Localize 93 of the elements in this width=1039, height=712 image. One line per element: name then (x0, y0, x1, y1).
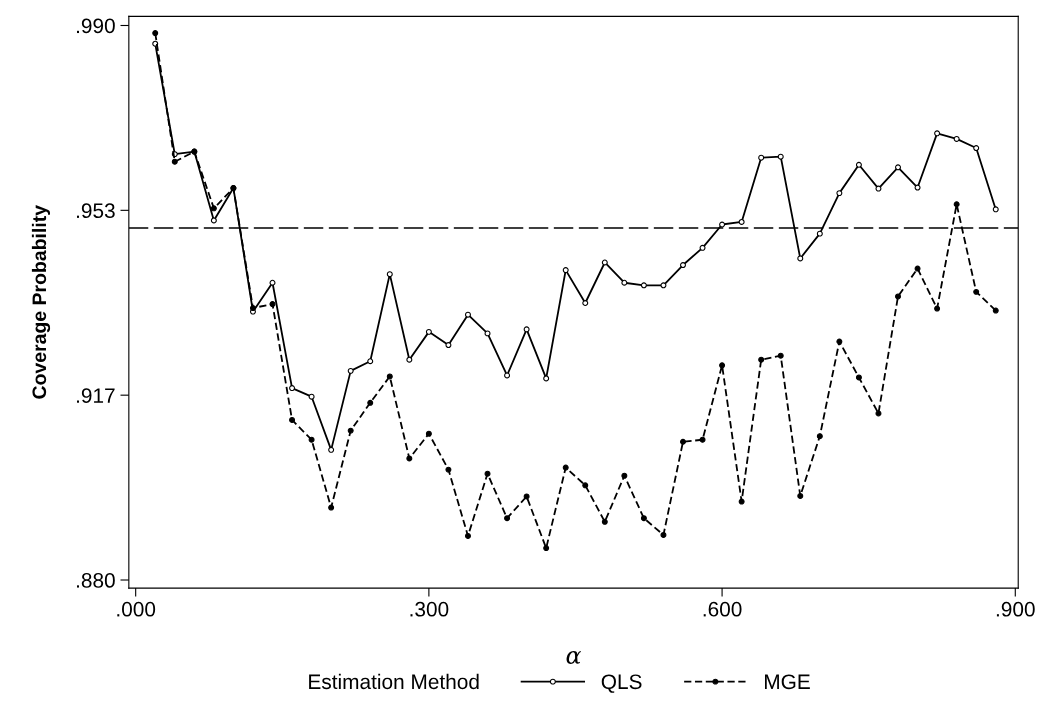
point (797, 492, 804, 499)
point (543, 545, 550, 552)
point (719, 221, 726, 228)
point (601, 259, 608, 266)
point (328, 504, 335, 511)
point (758, 154, 765, 161)
point (152, 30, 159, 37)
point (484, 330, 491, 337)
point (875, 410, 882, 417)
point (308, 436, 315, 443)
point (680, 438, 686, 445)
point (367, 358, 374, 365)
point (504, 372, 511, 379)
point (210, 205, 217, 212)
point (895, 293, 901, 300)
y-axis-title: Coverage Probability (31, 205, 51, 399)
point (992, 307, 999, 314)
y-tick-label: .880 (77, 573, 115, 588)
point (367, 399, 374, 406)
point (855, 161, 862, 168)
point (953, 201, 960, 208)
point (738, 218, 745, 225)
point (621, 279, 628, 286)
point (289, 385, 296, 392)
x-tick-label: .600 (703, 601, 742, 617)
legend-label: MGE (765, 674, 810, 690)
point (601, 518, 608, 525)
legend-title: Estimation Method (309, 673, 479, 690)
point (797, 255, 804, 262)
point (855, 374, 862, 381)
point (269, 279, 276, 286)
point (406, 356, 413, 363)
point (816, 433, 823, 440)
point (445, 342, 452, 349)
point (425, 328, 432, 335)
point (582, 482, 589, 489)
point (680, 262, 686, 269)
point (425, 430, 432, 437)
point (934, 130, 941, 137)
point (914, 265, 921, 272)
point (347, 367, 354, 374)
point (269, 301, 276, 308)
point (328, 446, 335, 453)
point (699, 436, 706, 443)
point (464, 532, 471, 539)
point (621, 472, 628, 479)
legend-label: QLS (601, 674, 642, 693)
point (640, 515, 647, 522)
point (914, 184, 921, 191)
point (210, 217, 217, 224)
point (504, 515, 511, 522)
point (777, 153, 784, 160)
point (816, 230, 823, 237)
point (562, 464, 569, 471)
x-tick-label: .000 (117, 601, 156, 617)
point (543, 375, 550, 382)
point (875, 185, 882, 192)
point (386, 373, 393, 380)
point (777, 352, 784, 359)
y-tick-label: .953 (77, 203, 115, 219)
point (660, 282, 667, 289)
point (308, 393, 315, 400)
point (386, 271, 393, 278)
point (289, 416, 296, 423)
point (562, 267, 569, 274)
point (523, 326, 530, 333)
point (582, 300, 589, 306)
point (699, 244, 706, 251)
point (738, 498, 745, 505)
point (973, 145, 980, 152)
point (523, 493, 530, 500)
point (347, 427, 354, 434)
point (464, 311, 471, 318)
x-axis-title: α (566, 651, 582, 664)
point (934, 305, 941, 312)
x-tick-label: .300 (410, 601, 449, 617)
y-tick-label: .917 (77, 388, 115, 403)
point (445, 466, 452, 473)
point (719, 362, 726, 369)
point (660, 531, 667, 538)
point (895, 164, 901, 171)
point (758, 356, 765, 363)
point (484, 470, 491, 477)
x-tick-label: .900 (996, 601, 1035, 617)
point (836, 338, 843, 345)
point (953, 135, 960, 142)
point (973, 288, 980, 295)
point (640, 282, 647, 289)
y-tick-label: .990 (77, 18, 115, 34)
point (406, 455, 413, 462)
point (992, 206, 999, 213)
point (836, 190, 843, 197)
point (171, 158, 178, 165)
